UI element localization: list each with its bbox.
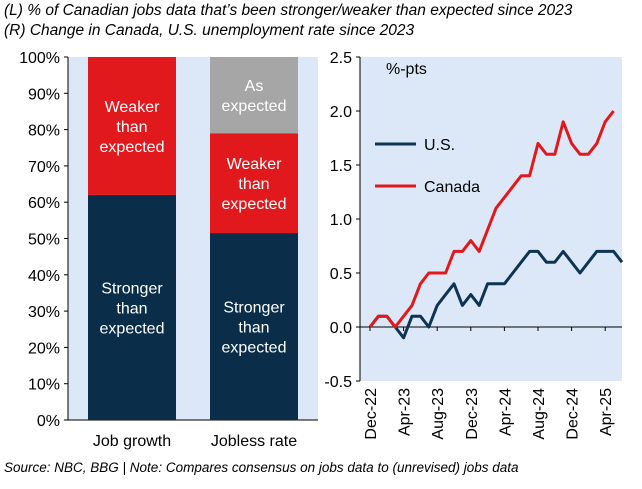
bar-segment-label: Weaker: [105, 99, 161, 116]
legend-label: Canada: [424, 179, 480, 196]
chart-title-right: (R) Change in Canada, U.S. unemployment …: [4, 22, 415, 39]
left-y-tick-label: 70%: [28, 159, 60, 176]
left-y-tick-label: 60%: [28, 195, 60, 212]
bar-segment-label: than: [238, 176, 269, 193]
line-series-us: [368, 249, 624, 340]
right-x-tick-label: Aug-24: [531, 388, 548, 440]
chart-title-left: (L) % of Canadian jobs data that’s been …: [4, 2, 573, 19]
bar-segment-label: than: [238, 320, 269, 337]
left-y-tick-label: 80%: [28, 123, 60, 140]
right-y-tick-label: 2.5: [330, 50, 352, 67]
left-y-tick-label: 40%: [28, 268, 60, 285]
line-series-canada: [368, 110, 615, 329]
bar-segment-label: expected: [222, 196, 287, 213]
bar-segment-label: expected: [100, 320, 165, 337]
right-x-tick-label: Dec-23: [464, 388, 481, 440]
bar-segment: [210, 133, 298, 234]
right-x-tick-label: Apr-24: [497, 388, 514, 436]
source-note: Source: NBC, BBG | Note: Compares consen…: [4, 460, 519, 475]
right-x-tick-label: Aug-23: [430, 388, 447, 440]
unit-label: %-pts: [386, 61, 427, 78]
right-y-tick-label: 2.0: [330, 104, 352, 121]
bar-segment-label: Stronger: [223, 300, 285, 317]
left-y-tick-label: 10%: [28, 377, 60, 394]
bar-segment: [210, 57, 298, 134]
bar-segment-label: expected: [222, 340, 287, 357]
right-y-tick-label: -0.5: [324, 374, 352, 391]
bar-segment-label: expected: [100, 139, 165, 156]
left-y-tick-label: 0%: [37, 413, 60, 430]
right-y-tick-label: 0.5: [330, 266, 352, 283]
bar-segment: [88, 194, 176, 420]
left-y-tick-label: 100%: [19, 50, 60, 67]
right-x-tick-label: Dec-24: [565, 388, 582, 440]
right-x-tick-label: Dec-22: [363, 388, 380, 440]
left-y-tick-label: 50%: [28, 232, 60, 249]
bar-segment-label: As: [245, 78, 264, 95]
right-y-tick-label: 0.0: [330, 320, 352, 337]
right-x-tick-label: Apr-25: [598, 388, 615, 436]
right-y-tick-label: 1.0: [330, 212, 352, 229]
bar-segment-label: than: [116, 300, 147, 317]
left-y-tick-label: 20%: [28, 340, 60, 357]
left-y-tick-label: 90%: [28, 86, 60, 103]
left-y-tick-label: 30%: [28, 304, 60, 321]
bar-segment: [210, 233, 298, 420]
right-x-tick-label: Apr-23: [397, 388, 414, 436]
right-y-tick-label: 1.5: [330, 158, 352, 175]
left-x-tick-label: Job growth: [93, 433, 171, 450]
bar-segment-label: than: [116, 119, 147, 136]
bar-segment: [88, 57, 176, 195]
bar-segment-label: expected: [222, 98, 287, 115]
bar-segment-label: Stronger: [101, 280, 163, 297]
bar-segment-label: Weaker: [227, 156, 283, 173]
legend-label: U.S.: [424, 137, 455, 154]
left-x-tick-label: Jobless rate: [211, 433, 297, 450]
